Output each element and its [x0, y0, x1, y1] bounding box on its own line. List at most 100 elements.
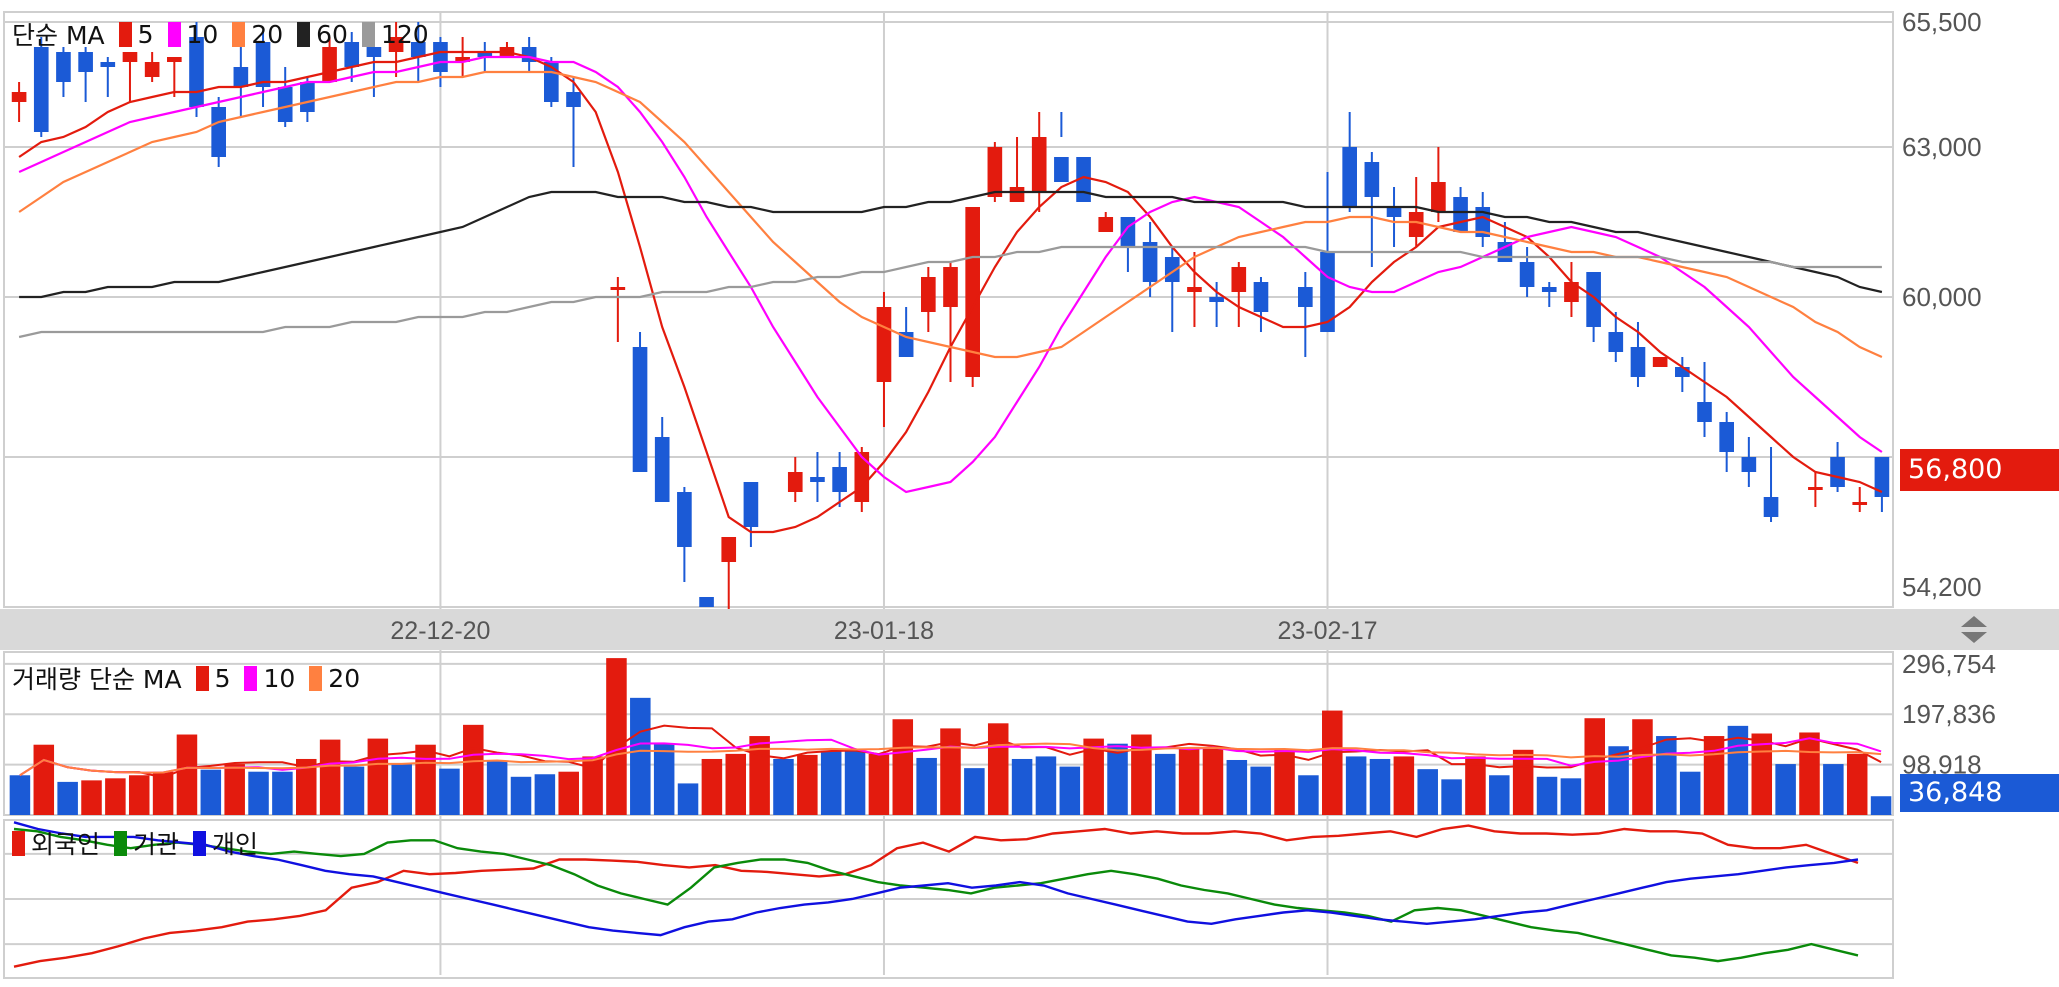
candle-body[interactable]: [1830, 457, 1845, 487]
candle-body[interactable]: [1408, 212, 1424, 237]
volume-bar[interactable]: [820, 751, 842, 815]
candle-body[interactable]: [410, 42, 426, 57]
volume-bar[interactable]: [1441, 779, 1462, 815]
volume-bar[interactable]: [1345, 756, 1367, 815]
candle-body[interactable]: [1320, 252, 1335, 332]
candle-body[interactable]: [255, 42, 271, 87]
candle-body[interactable]: [1342, 147, 1357, 207]
volume-bar[interactable]: [1154, 753, 1176, 815]
candle-body[interactable]: [388, 37, 404, 52]
volume-bar[interactable]: [844, 751, 866, 815]
volume-bar[interactable]: [1656, 736, 1677, 815]
candle-body[interactable]: [1608, 332, 1624, 352]
candle-body[interactable]: [1697, 402, 1712, 422]
volume-bar[interactable]: [1632, 719, 1653, 815]
candle-body[interactable]: [1763, 497, 1779, 517]
candle-body[interactable]: [366, 47, 382, 57]
volume-bar[interactable]: [1250, 766, 1271, 815]
volume-bar[interactable]: [558, 771, 579, 815]
volume-bar[interactable]: [1679, 771, 1701, 815]
volume-bar[interactable]: [1369, 758, 1391, 815]
volume-bar[interactable]: [677, 783, 699, 815]
volume-bar[interactable]: [1465, 756, 1486, 815]
volume-bar[interactable]: [1536, 776, 1558, 815]
volume-bar[interactable]: [1870, 796, 1892, 815]
candle-body[interactable]: [1475, 207, 1491, 237]
investor-line-0[interactable]: [13, 824, 1859, 968]
volume-bar[interactable]: [1107, 743, 1128, 815]
volume-bar[interactable]: [1393, 756, 1415, 815]
volume-bar[interactable]: [1775, 764, 1796, 815]
volume-bar[interactable]: [343, 766, 365, 815]
volume-bar[interactable]: [1298, 775, 1319, 815]
candle-body[interactable]: [433, 42, 448, 72]
candle-body[interactable]: [1098, 217, 1114, 232]
candle-body[interactable]: [721, 537, 737, 562]
volume-bar[interactable]: [391, 763, 412, 815]
ma-line-120[interactable]: [18, 245, 1882, 339]
volume-bar[interactable]: [224, 764, 245, 815]
volume-bar[interactable]: [9, 775, 31, 815]
volume-bar[interactable]: [868, 753, 890, 815]
candle-body[interactable]: [211, 107, 226, 157]
date-axis-band[interactable]: 22-12-20 23-01-18 23-02-17: [0, 609, 2059, 650]
investor-line-1[interactable]: [13, 827, 1859, 963]
volume-bar[interactable]: [33, 744, 55, 815]
volume-bar[interactable]: [1584, 718, 1606, 815]
candle-body[interactable]: [300, 82, 315, 112]
candle-body[interactable]: [1209, 297, 1224, 302]
candle-body[interactable]: [78, 52, 93, 72]
candle-body[interactable]: [1719, 422, 1734, 452]
candle-body[interactable]: [1675, 367, 1690, 377]
candle-body[interactable]: [1364, 162, 1380, 197]
candle-body[interactable]: [167, 57, 182, 62]
volume-bar[interactable]: [152, 771, 174, 815]
volume-bar[interactable]: [463, 724, 484, 815]
candle-body[interactable]: [1031, 137, 1047, 192]
volume-bar[interactable]: [1823, 764, 1844, 815]
volume-bar[interactable]: [987, 723, 1009, 815]
volume-ma-line-20[interactable]: [19, 742, 1882, 777]
volume-bar[interactable]: [964, 768, 985, 815]
candle-body[interactable]: [832, 467, 847, 492]
volume-bar[interactable]: [1751, 733, 1773, 816]
candle-body[interactable]: [189, 37, 204, 107]
price-panel[interactable]: [11, 22, 1890, 617]
candle-body[interactable]: [477, 52, 493, 57]
candle-body[interactable]: [1009, 187, 1025, 202]
volume-bar[interactable]: [1489, 775, 1510, 815]
ma-line-60[interactable]: [19, 190, 1883, 299]
volume-bar[interactable]: [749, 736, 770, 815]
candle-body[interactable]: [987, 147, 1003, 197]
candle-body[interactable]: [810, 477, 825, 482]
volume-bar[interactable]: [1178, 748, 1200, 815]
volume-bar[interactable]: [534, 774, 556, 815]
volume-bar[interactable]: [295, 758, 317, 815]
candle-body[interactable]: [144, 62, 160, 77]
candle-body[interactable]: [233, 67, 249, 87]
candle-body[interactable]: [344, 42, 360, 67]
candle-body[interactable]: [1120, 217, 1136, 247]
candle-body[interactable]: [1808, 487, 1823, 490]
investor-panel[interactable]: [13, 821, 1859, 968]
volume-bar[interactable]: [630, 697, 651, 815]
volume-bar[interactable]: [606, 658, 627, 815]
resize-down-icon[interactable]: [1961, 632, 1987, 643]
price-ma-legend[interactable]: 단순 MA 5 10 20 60 120: [12, 16, 443, 52]
investor-line-2[interactable]: [13, 821, 1859, 937]
candle-body[interactable]: [1741, 457, 1757, 472]
volume-bar[interactable]: [1799, 732, 1820, 815]
volume-bar[interactable]: [773, 758, 794, 815]
volume-bar[interactable]: [1083, 738, 1104, 815]
candle-body[interactable]: [1386, 207, 1402, 217]
volume-bar[interactable]: [1226, 759, 1248, 815]
volume-bar[interactable]: [415, 744, 436, 815]
candle-body[interactable]: [632, 347, 648, 472]
candle-body[interactable]: [743, 482, 759, 527]
candle-body[interactable]: [1453, 197, 1468, 232]
volume-bar[interactable]: [176, 734, 198, 815]
volume-bar[interactable]: [1846, 753, 1868, 815]
candle-body[interactable]: [965, 207, 980, 377]
volume-bar[interactable]: [1417, 769, 1438, 815]
